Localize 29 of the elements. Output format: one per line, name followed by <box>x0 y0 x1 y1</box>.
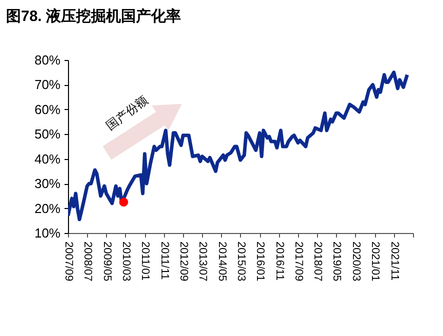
x-tick-label: 2007/09 <box>62 242 74 282</box>
x-tick-label: 2010/03 <box>120 242 132 282</box>
y-tick-label: 80% <box>34 52 61 68</box>
x-tick-label: 2016/01 <box>254 242 266 282</box>
y-tick-label: 30% <box>34 176 61 192</box>
x-tick-label: 2019/05 <box>330 242 343 282</box>
x-tick-label: 2018/07 <box>312 242 324 282</box>
x-tick-label: 2015/03 <box>234 242 247 282</box>
x-tick-label: 2011/01 <box>139 242 152 280</box>
x-tick-label: 2008/07 <box>82 242 94 282</box>
x-tick-label: 2009/05 <box>100 242 113 282</box>
x-tick-label: 2016/11 <box>273 242 286 280</box>
y-tick-label: 40% <box>34 151 61 166</box>
chart-title: 图78. 液压挖掘机国产化率 <box>6 7 182 25</box>
x-tick-label: 2011/11 <box>158 242 170 280</box>
x-tick-label: 2013/07 <box>196 242 209 282</box>
y-tick-label: 20% <box>34 200 61 216</box>
line-series <box>68 70 409 222</box>
x-tick-label: 2021/11 <box>388 242 400 280</box>
x-tick-label: 2021/01 <box>369 242 382 282</box>
annotation: 国产份额 <box>104 92 150 134</box>
y-tick-label: 50% <box>34 126 61 142</box>
x-tick-label: 2012/09 <box>178 242 190 282</box>
y-tick-label: 70% <box>34 77 61 92</box>
x-tick-label: 2014/05 <box>216 242 228 282</box>
y-tick-label: 10% <box>34 226 61 240</box>
x-tick-label: 2020/03 <box>350 242 362 282</box>
y-tick-label: 60% <box>34 102 61 117</box>
x-tick-label: 2017/09 <box>292 242 305 282</box>
